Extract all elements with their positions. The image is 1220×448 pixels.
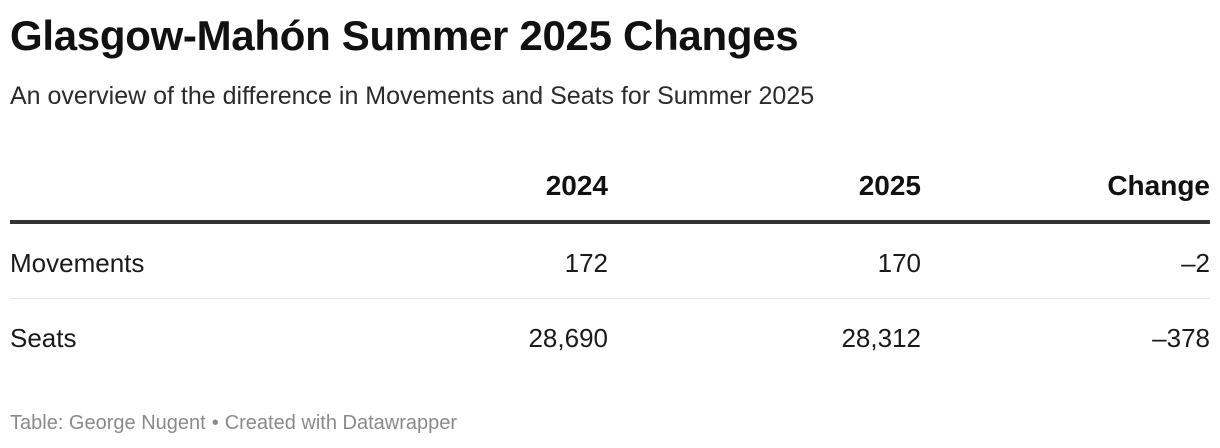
table-row: Seats 28,690 28,312 –378 [10,299,1210,373]
cell-movements-2024: 172 [564,248,608,278]
cell-seats-change: –378 [1152,323,1210,353]
footer-separator: • [211,412,219,434]
table-row: Movements 172 170 –2 [10,224,1210,299]
header-cell-2025: 2025 [858,170,921,201]
row-label-movements: Movements [10,248,145,278]
cell-seats-2024: 28,690 [528,323,608,353]
chart-title: Glasgow-Mahón Summer 2025 Changes [10,12,799,59]
row-label-seats: Seats [10,323,77,353]
chart-footer: Table: George Nugent • Created with Datawr… [10,412,457,435]
header-cell-2024: 2024 [545,170,608,201]
cell-movements-change: –2 [1181,248,1210,278]
data-table: 2024 2025 Change Movements 172 170 –2 Se… [10,160,1210,373]
footer-credit: Created with Datawrapper [224,412,458,434]
cell-seats-2025: 28,312 [841,323,921,353]
chart-subtitle: An overview of the difference in Movemen… [10,82,815,110]
cell-movements-2025: 170 [877,248,921,278]
table-header-row: 2024 2025 Change [10,160,1210,224]
header-cell-change: Change [1107,170,1210,201]
footer-source: Table: George Nugent [10,412,206,434]
